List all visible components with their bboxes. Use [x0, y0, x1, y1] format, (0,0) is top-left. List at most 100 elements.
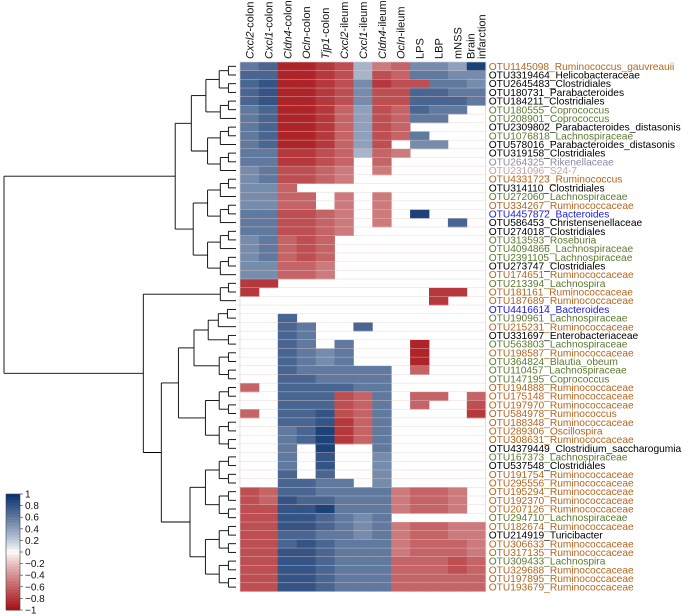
heatmap-cell [258, 261, 279, 271]
heatmap-cell [296, 426, 316, 436]
heatmap-cell [372, 192, 392, 202]
legend-gradient-step [6, 505, 20, 509]
heatmap-cell [353, 365, 373, 375]
heatmap-cell [240, 200, 260, 210]
heatmap-cell [315, 574, 335, 584]
heatmap-cell [353, 391, 373, 401]
heatmap-cell [391, 548, 411, 558]
heatmap-cell [296, 88, 316, 98]
heatmap-cell [372, 88, 392, 98]
row-label: OTU289306_Oscillospira [489, 426, 603, 437]
heatmap-cell [277, 105, 298, 115]
legend-gradient-step [6, 581, 20, 585]
heatmap-cell [296, 391, 316, 401]
row-labels: OTU1145098_Ruminococcus_gauvreauiiOTU331… [489, 62, 682, 594]
heatmap-cell [315, 582, 335, 592]
heatmap-cell [334, 391, 354, 401]
row-label: OTU4094866_Lachnospiraceae [489, 244, 634, 255]
heatmap-cell [258, 270, 279, 280]
heatmap-cell [447, 565, 468, 575]
heatmap-cell [466, 88, 487, 98]
legend-tick-label: −0.8 [25, 594, 45, 605]
column-labels: Cxcl2-colonCxcl1-colonCldn4-colonOcln-co… [244, 0, 488, 59]
heatmap-cell [466, 530, 487, 540]
heatmap-cell [258, 252, 279, 263]
legend-tick-label: 0.6 [25, 513, 39, 524]
heatmap-cell [334, 226, 354, 236]
row-label: OTU181161_Ruminococcaceae [489, 288, 634, 299]
heatmap-cell [334, 478, 354, 488]
heatmap-cell [334, 157, 354, 167]
heatmap-cell [447, 96, 468, 106]
legend-tick-label: 0.4 [25, 524, 39, 535]
heatmap-cell [372, 504, 392, 514]
row-label: OTU331697_Enterobacteriaceae [489, 331, 639, 342]
heatmap-cell [353, 88, 373, 98]
heatmap-cell [315, 166, 335, 176]
heatmap-cell [315, 496, 335, 506]
legend-tick-label: −0.6 [25, 582, 45, 593]
column-label-gene: Cxcl2 [244, 31, 256, 59]
heatmap-cells [237, 61, 487, 592]
heatmap-cell [466, 400, 487, 410]
heatmap-cell [277, 62, 298, 72]
heatmap-cell [429, 530, 449, 540]
heatmap-cell [296, 417, 316, 427]
heatmap-cell [353, 105, 373, 115]
heatmap-cell [277, 322, 298, 332]
row-label: OTU309433_Lachnospira [489, 557, 606, 568]
heatmap-cell [296, 192, 316, 202]
heatmap-cell [258, 105, 279, 115]
heatmap-cell [353, 417, 373, 427]
legend-gradient-step [6, 589, 20, 594]
heatmap-cell [410, 348, 430, 358]
row-label: OTU182674_Ruminococcaceae [489, 522, 634, 533]
heatmap-cell [410, 496, 430, 506]
heatmap-cell [296, 148, 316, 158]
heatmap-cell [258, 209, 279, 219]
heatmap-cell [315, 539, 335, 549]
heatmap-cell [296, 522, 316, 532]
heatmap-cell [240, 192, 260, 202]
heatmap-cell [296, 409, 316, 419]
heatmap-cell [372, 122, 392, 132]
heatmap-cell [353, 148, 373, 158]
heatmap-cell [334, 435, 354, 445]
heatmap-cell [240, 530, 260, 540]
column-label-tissue: -colon [301, 6, 313, 36]
heatmap-cell [315, 426, 335, 436]
heatmap-cell [410, 114, 430, 124]
column-label-tissue: -colon [282, 0, 294, 30]
heatmap-cell [429, 391, 449, 401]
heatmap-cell [315, 348, 335, 358]
heatmap-cell [315, 157, 335, 167]
heatmap-cell [372, 487, 392, 497]
heatmap-cell [391, 504, 411, 514]
legend-gradient-step [6, 517, 20, 521]
heatmap-cell [258, 131, 279, 141]
heatmap-cell [334, 148, 354, 158]
heatmap-cell [315, 148, 335, 158]
legend-gradient-step [6, 520, 20, 524]
heatmap-cell [315, 79, 335, 89]
heatmap-cell [277, 200, 298, 210]
heatmap-cell [315, 522, 335, 532]
heatmap-cell [240, 504, 260, 514]
heatmap-cell [429, 79, 449, 89]
heatmap-cell [410, 131, 430, 141]
heatmap-cell [258, 235, 279, 245]
heatmap-cell [391, 122, 411, 132]
heatmap-cell [372, 200, 392, 210]
heatmap-cell [277, 383, 298, 393]
heatmap-cell [296, 209, 316, 219]
heatmap-cell [447, 556, 468, 566]
heatmap-cell [410, 365, 430, 375]
heatmap-cell [240, 235, 260, 245]
column-label: Cxcl1-ileum [358, 2, 370, 59]
row-label: OTU147195_Coprococcus [489, 374, 610, 385]
heatmap-cell [315, 96, 335, 106]
heatmap-cell [315, 70, 335, 80]
heatmap-cell [447, 287, 468, 297]
heatmap-cell [258, 114, 279, 124]
row-label: OTU195294_Ruminococcaceae [489, 487, 634, 498]
